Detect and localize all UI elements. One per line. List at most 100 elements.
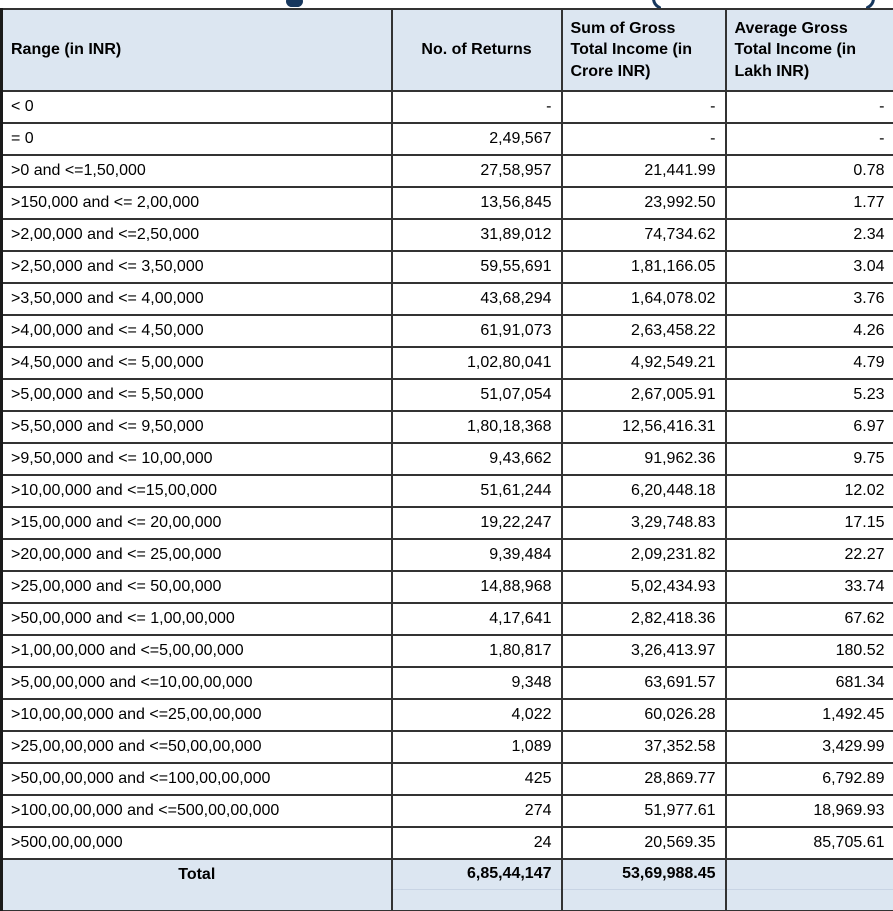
- average-cell: 18,969.93: [724, 794, 893, 828]
- returns-cell: 9,348: [390, 666, 563, 700]
- total-average-cell: [724, 858, 893, 890]
- clipped-title-open-paren-fragment: [652, 0, 661, 8]
- total-label: Total: [0, 858, 393, 889]
- sum-cell: 3,29,748.83: [560, 506, 727, 540]
- range-cell: >20,00,000 and <= 25,00,000: [0, 538, 393, 572]
- returns-cell: 2,49,567: [390, 122, 563, 156]
- range-cell: >50,00,00,000 and <=100,00,00,000: [0, 762, 393, 796]
- table-row: >3,50,000 and <= 4,00,000 43,68,294 1,64…: [0, 282, 893, 316]
- range-cell: >50,00,000 and <= 1,00,00,000: [0, 602, 393, 636]
- table-row: >25,00,000 and <= 50,00,000 14,88,968 5,…: [0, 570, 893, 604]
- average-cell: 3,429.99: [724, 730, 893, 764]
- sum-cell: 74,734.62: [560, 218, 727, 252]
- sum-cell: 1,64,078.02: [560, 282, 727, 316]
- average-cell: 180.52: [724, 634, 893, 668]
- average-cell: 3.04: [724, 250, 893, 284]
- table-row: >15,00,000 and <= 20,00,000 19,22,247 3,…: [0, 506, 893, 540]
- table-row: >50,00,00,000 and <=100,00,00,000 425 28…: [0, 762, 893, 796]
- table-row: >50,00,000 and <= 1,00,00,000 4,17,641 2…: [0, 602, 893, 636]
- table-header: Range (in INR) No. of Returns Sum of Gro…: [0, 8, 893, 92]
- header-row: Range (in INR) No. of Returns Sum of Gro…: [0, 8, 893, 92]
- sum-cell: 5,02,434.93: [560, 570, 727, 604]
- returns-cell: 4,17,641: [390, 602, 563, 636]
- sum-cell: 2,67,005.91: [560, 378, 727, 412]
- table-row: >10,00,000 and <=15,00,000 51,61,244 6,2…: [0, 474, 893, 508]
- sum-cell: 3,26,413.97: [560, 634, 727, 668]
- returns-cell: 1,089: [390, 730, 563, 764]
- sum-cell: 1,81,166.05: [560, 250, 727, 284]
- range-cell: < 0: [0, 90, 393, 124]
- clipped-bottom-row: [0, 889, 893, 911]
- returns-cell: 19,22,247: [390, 506, 563, 540]
- returns-cell: 43,68,294: [390, 282, 563, 316]
- average-cell: 6.97: [724, 410, 893, 444]
- average-cell: 85,705.61: [724, 826, 893, 860]
- average-cell: 67.62: [724, 602, 893, 636]
- average-cell: 5.23: [724, 378, 893, 412]
- average-cell: -: [724, 122, 893, 156]
- returns-cell: 51,07,054: [390, 378, 563, 412]
- average-cell: 681.34: [724, 666, 893, 700]
- returns-cell: 274: [390, 794, 563, 828]
- range-cell: >10,00,00,000 and <=25,00,00,000: [0, 698, 393, 732]
- col-header-range: Range (in INR): [0, 8, 393, 92]
- average-cell: 6,792.89: [724, 762, 893, 796]
- returns-cell: 27,58,957: [390, 154, 563, 188]
- range-cell: >2,50,000 and <= 3,50,000: [0, 250, 393, 284]
- table-row: >4,50,000 and <= 5,00,000 1,02,80,041 4,…: [0, 346, 893, 380]
- clipped-title: [0, 0, 893, 8]
- average-cell: 2.34: [724, 218, 893, 252]
- sum-cell: 60,026.28: [560, 698, 727, 732]
- table-row: >150,000 and <= 2,00,000 13,56,845 23,99…: [0, 186, 893, 220]
- range-cell: >2,00,000 and <=2,50,000: [0, 218, 393, 252]
- table-body: < 0 - - - = 0 2,49,567 - - >0 and <=1,50…: [0, 90, 893, 860]
- sum-cell: 63,691.57: [560, 666, 727, 700]
- table-row: = 0 2,49,567 - -: [0, 122, 893, 156]
- returns-cell: 13,56,845: [390, 186, 563, 220]
- income-range-table: Range (in INR) No. of Returns Sum of Gro…: [0, 8, 893, 911]
- returns-cell: 1,80,817: [390, 634, 563, 668]
- col-header-returns: No. of Returns: [390, 8, 563, 92]
- returns-cell: 1,02,80,041: [390, 346, 563, 380]
- clipped-cell: [0, 889, 393, 911]
- range-cell: >3,50,000 and <= 4,00,000: [0, 282, 393, 316]
- average-cell: 17.15: [724, 506, 893, 540]
- table-row: >5,00,000 and <= 5,50,000 51,07,054 2,67…: [0, 378, 893, 412]
- average-cell: 3.76: [724, 282, 893, 316]
- range-cell: >100,00,00,000 and <=500,00,00,000: [0, 794, 393, 828]
- returns-cell: 9,43,662: [390, 442, 563, 476]
- table-row: >5,00,00,000 and <=10,00,00,000 9,348 63…: [0, 666, 893, 700]
- range-cell: >10,00,000 and <=15,00,000: [0, 474, 393, 508]
- table-row: >5,50,000 and <= 9,50,000 1,80,18,368 12…: [0, 410, 893, 444]
- sum-cell: 91,962.36: [560, 442, 727, 476]
- returns-cell: 24: [390, 826, 563, 860]
- returns-cell: 31,89,012: [390, 218, 563, 252]
- returns-cell: 425: [390, 762, 563, 796]
- table-row: >20,00,000 and <= 25,00,000 9,39,484 2,0…: [0, 538, 893, 572]
- sum-cell: 20,569.35: [560, 826, 727, 860]
- table-row: >9,50,000 and <= 10,00,000 9,43,662 91,9…: [0, 442, 893, 476]
- average-cell: 4.26: [724, 314, 893, 348]
- average-cell: 9.75: [724, 442, 893, 476]
- col-header-average-gross-income: Average Gross Total Income (in Lakh INR): [724, 8, 893, 92]
- table-row: >10,00,00,000 and <=25,00,00,000 4,022 6…: [0, 698, 893, 732]
- col-header-sum-gross-income: Sum of Gross Total Income (in Crore INR): [560, 8, 727, 92]
- range-cell: >4,50,000 and <= 5,00,000: [0, 346, 393, 380]
- returns-cell: 59,55,691: [390, 250, 563, 284]
- total-sum-cell: 53,69,988.45: [560, 858, 727, 890]
- sum-cell: -: [560, 90, 727, 124]
- total-returns-cell: 6,85,44,147: [390, 858, 563, 890]
- average-cell: 1.77: [724, 186, 893, 220]
- range-cell: >5,50,000 and <= 9,50,000: [0, 410, 393, 444]
- table-row: >2,50,000 and <= 3,50,000 59,55,691 1,81…: [0, 250, 893, 284]
- average-cell: 12.02: [724, 474, 893, 508]
- table-row: >1,00,00,000 and <=5,00,00,000 1,80,817 …: [0, 634, 893, 668]
- range-cell: >500,00,00,000: [0, 826, 393, 860]
- returns-cell: 51,61,244: [390, 474, 563, 508]
- returns-cell: 9,39,484: [390, 538, 563, 572]
- sum-cell: 12,56,416.31: [560, 410, 727, 444]
- average-cell: 4.79: [724, 346, 893, 380]
- sum-cell: 51,977.61: [560, 794, 727, 828]
- clipped-cell: [724, 889, 893, 911]
